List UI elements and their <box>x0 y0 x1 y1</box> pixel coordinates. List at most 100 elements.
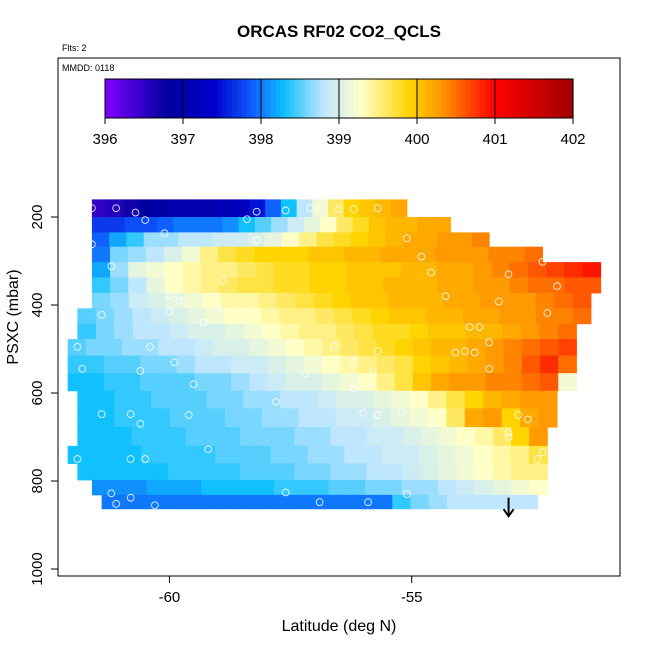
colorbar-segment <box>548 79 555 118</box>
heatmap-cell <box>173 217 191 233</box>
heatmap-cell <box>261 408 281 428</box>
flight-point <box>146 342 154 351</box>
heatmap-cell <box>189 217 207 233</box>
colorbar-segment <box>358 79 364 118</box>
heatmap-cell <box>485 373 505 392</box>
heatmap-cell <box>303 339 323 357</box>
heatmap-cell <box>417 217 435 233</box>
flight-point <box>538 448 547 457</box>
heatmap-cell <box>467 373 487 392</box>
heatmap-cell <box>167 463 187 481</box>
colorbar-segment <box>470 79 477 118</box>
heatmap-cell <box>402 463 422 481</box>
heatmap-cell <box>344 246 363 263</box>
heatmap-cell <box>151 390 171 409</box>
colorbar-tick-label: 398 <box>248 131 273 148</box>
heatmap-cell <box>370 308 390 325</box>
heatmap-cell <box>140 373 160 392</box>
flight-point <box>373 411 382 419</box>
heatmap-cell <box>493 427 512 447</box>
colorbar-tick-label: 400 <box>404 131 429 148</box>
heatmap-cell <box>394 355 414 374</box>
heatmap-cell <box>242 308 262 325</box>
heatmap-cell <box>499 308 519 325</box>
colorbar-segment <box>441 79 447 118</box>
x-axis-label: Latitude (deg N) <box>282 618 397 635</box>
heatmap-cell <box>520 390 540 409</box>
colorbar-segment <box>568 79 574 118</box>
heatmap-cell <box>372 408 392 428</box>
heatmap-cell <box>351 232 369 248</box>
heatmap-cell <box>151 323 171 340</box>
colorbar-segment <box>382 79 389 118</box>
plot-frame <box>57 57 621 577</box>
flight-point <box>465 323 474 331</box>
heatmap-cell <box>503 373 523 392</box>
heatmap-cell <box>310 479 330 496</box>
heatmap-cell <box>254 217 272 233</box>
flight-point <box>151 501 159 510</box>
heatmap-cell <box>164 246 183 263</box>
heatmap-cell <box>389 308 409 325</box>
colorbar-segment <box>363 79 369 118</box>
heatmap-cell <box>254 246 273 263</box>
heatmap-cell <box>424 292 444 309</box>
heatmap-cell <box>289 445 309 464</box>
heatmap-cell <box>141 445 161 464</box>
heatmap-cell <box>455 277 474 294</box>
heatmap-cell <box>336 323 356 340</box>
heatmap-cell <box>222 217 240 233</box>
heatmap-cell <box>77 390 97 409</box>
heatmap-cell <box>348 463 368 481</box>
heatmap-cell <box>384 427 404 447</box>
heatmap-cell <box>412 339 432 357</box>
heatmap-cell <box>291 277 311 294</box>
colorbar-segment <box>387 79 394 118</box>
heatmap-cell <box>366 427 386 447</box>
colorbar-segment <box>319 79 325 118</box>
heatmap-cell <box>449 373 468 392</box>
heatmap-cell <box>540 373 559 392</box>
heatmap-cell <box>473 277 493 294</box>
flight-point <box>485 338 494 347</box>
heatmap-cell <box>501 408 521 428</box>
colorbar: 396 397 398 399 400 401 402 <box>92 78 586 148</box>
heatmap-cell <box>427 408 447 428</box>
heatmap-cell <box>328 199 345 218</box>
colorbar-segment <box>426 79 433 118</box>
heatmap-cell <box>285 339 305 357</box>
heatmap-cell <box>358 373 378 392</box>
heatmap-cell <box>438 463 458 481</box>
heatmap-cell <box>91 199 109 218</box>
heatmap-cell <box>454 232 473 248</box>
heatmap-cell <box>297 308 317 325</box>
heatmap-cell <box>164 479 184 496</box>
heatmap-cell <box>332 292 352 309</box>
colorbar-segment <box>514 79 520 118</box>
heatmap-cell <box>520 408 540 428</box>
heatmap-cell <box>85 339 105 357</box>
heatmap-cell <box>246 494 266 510</box>
heatmap-cell <box>255 262 275 278</box>
colorbar-tick-label: 399 <box>326 131 351 148</box>
heatmap-cell <box>113 427 133 447</box>
heatmap-cell <box>296 199 313 218</box>
heatmap-cell <box>270 445 290 464</box>
colorbar-segment <box>139 79 145 118</box>
heatmap-cell <box>213 339 232 357</box>
heatmap-cell <box>558 355 577 374</box>
heatmap-cell <box>418 445 438 464</box>
heatmap-cell <box>243 408 263 428</box>
heatmap-cell <box>475 427 494 447</box>
heatmap-cell <box>206 323 226 340</box>
colorbar-segment <box>451 79 457 118</box>
colorbar-segment <box>173 79 179 118</box>
flight-point <box>281 206 290 215</box>
heatmap-cell <box>470 246 489 263</box>
heatmap-cell <box>264 232 283 248</box>
heatmap-cell <box>312 463 331 481</box>
heatmap-cell <box>467 355 487 374</box>
heatmap-cell <box>400 262 420 278</box>
heatmap-cell <box>359 199 376 218</box>
flight-point <box>141 216 150 224</box>
